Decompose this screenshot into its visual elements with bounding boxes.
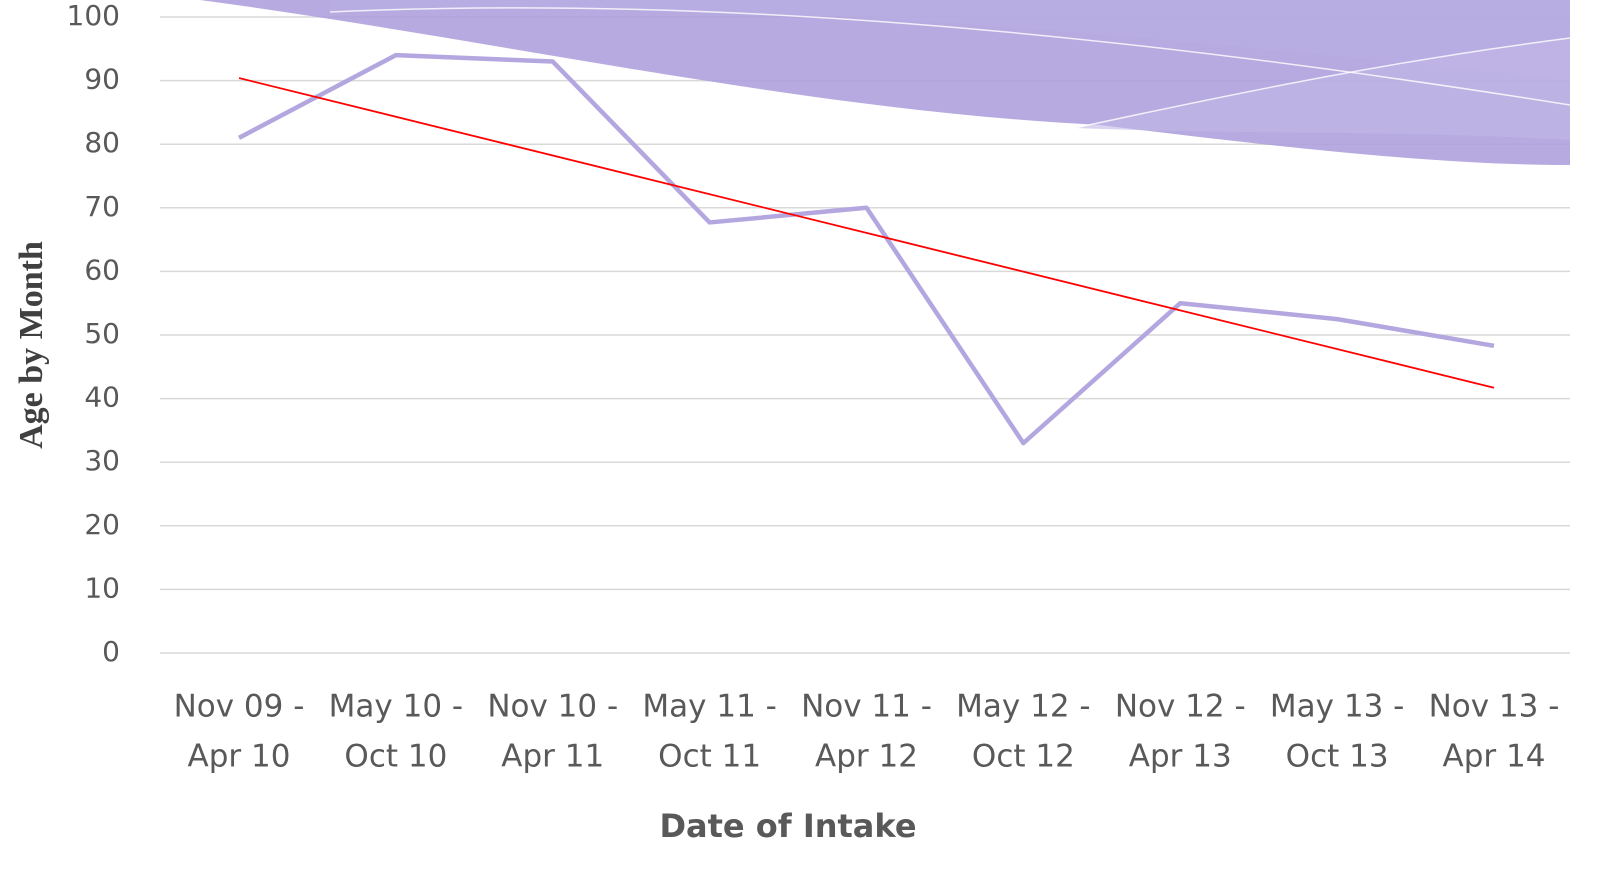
x-tick-label: Nov 12 - <box>1115 689 1246 725</box>
decoration <box>200 0 1570 165</box>
y-tick-label: 50 <box>84 317 120 350</box>
x-tick-label: Apr 13 <box>1129 739 1232 775</box>
y-tick-label: 20 <box>84 508 120 541</box>
x-tick-label: Apr 14 <box>1443 739 1546 775</box>
x-tick-label: Apr 10 <box>188 739 291 775</box>
y-tick-label: 60 <box>84 253 120 286</box>
y-tick-label: 70 <box>84 190 120 223</box>
x-tick-label: Oct 10 <box>344 739 447 775</box>
x-tick-label: Oct 11 <box>658 739 761 775</box>
x-tick-label: May 13 - <box>1270 689 1404 725</box>
x-tick-label: Oct 12 <box>972 739 1075 775</box>
x-axis-title: Date of Intake <box>659 807 916 845</box>
y-tick-label: 80 <box>84 126 120 159</box>
y-tick-label: 90 <box>84 63 120 96</box>
y-axis-title: Age by Month <box>13 241 50 449</box>
x-tick-label: Nov 10 - <box>487 689 618 725</box>
y-tick-label: 10 <box>84 571 120 604</box>
x-tick-label: Apr 11 <box>501 739 604 775</box>
x-tick-label: Oct 13 <box>1286 739 1389 775</box>
y-tick-label: 30 <box>84 444 120 477</box>
x-tick-label: May 11 - <box>642 689 776 725</box>
x-tick-label: Apr 12 <box>815 739 918 775</box>
x-tick-label: May 10 - <box>329 689 463 725</box>
x-tick-label: Nov 09 - <box>174 689 305 725</box>
x-tick-label: Nov 11 - <box>801 689 932 725</box>
x-tick-label: May 12 - <box>956 689 1090 725</box>
chart: Age by Month Date of Intake 0 10 20 30 40 50 6… <box>0 0 1610 869</box>
x-tick-label: Nov 13 - <box>1429 689 1560 725</box>
y-tick-label: 0 <box>102 635 120 668</box>
y-tick-label: 100 <box>67 0 120 32</box>
y-tick-label: 40 <box>84 381 120 414</box>
